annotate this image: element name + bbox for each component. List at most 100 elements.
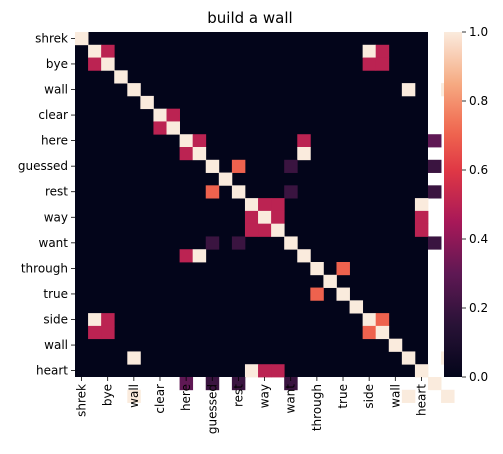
heatmap-cell	[428, 134, 442, 148]
heatmap-cell	[231, 159, 246, 173]
heatmap-cell	[336, 262, 350, 276]
heatmap-cell	[244, 364, 259, 378]
heatmap-cell	[271, 198, 285, 212]
heatmap-cell	[231, 377, 246, 391]
heatmap-cell	[428, 377, 442, 391]
heatmap-cell	[401, 351, 416, 365]
x-tick-label: wall	[388, 384, 402, 408]
heatmap-cell	[414, 364, 429, 378]
heatmap-cell	[375, 57, 390, 71]
heatmap-cell	[75, 32, 89, 46]
heatmap-cell	[258, 198, 272, 212]
y-tick-label: heart	[36, 364, 68, 378]
heatmap-cell	[192, 147, 207, 161]
heatmap-cell	[192, 249, 207, 263]
heatmap-cell	[362, 44, 377, 58]
heatmap-cell	[231, 236, 246, 250]
x-tick-label: here	[179, 384, 193, 411]
x-axis: shrek bye wall clear here guessed rest way want t…	[75, 377, 428, 434]
heatmap-cell	[244, 210, 259, 225]
heatmap-cell	[284, 377, 298, 391]
heatmap-cell	[349, 300, 364, 314]
y-tick-label: here	[41, 134, 68, 148]
heatmap-cell	[205, 159, 220, 173]
colorbar-tick-label: 0.8	[469, 94, 488, 108]
heatmap-cell	[179, 147, 194, 161]
x-tick-label: clear	[153, 384, 167, 414]
y-axis: shrek bye wall clear here guessed rest way want t…	[18, 31, 75, 378]
colorbar-tick-label: 1.0	[469, 25, 488, 39]
y-tick-label: true	[43, 287, 68, 301]
heatmap-cell	[310, 287, 324, 301]
heatmap-cell	[362, 325, 377, 340]
heatmap-cell	[388, 338, 403, 352]
heatmap-cell	[375, 325, 390, 340]
y-tick-label: wall	[44, 338, 68, 352]
heatmap-cell	[101, 313, 115, 327]
y-tick-label: side	[43, 313, 68, 327]
heatmap-cell	[441, 389, 455, 403]
x-tick-label: true	[336, 384, 350, 409]
heatmap-cell	[88, 325, 102, 340]
heatmap-cell	[271, 364, 285, 378]
x-tick-label: bye	[101, 384, 115, 406]
heatmap-cell	[179, 134, 194, 148]
colorbar-tick-label: 0.2	[469, 301, 488, 315]
heatmap-cell	[88, 44, 102, 58]
heatmap-cell	[362, 313, 377, 327]
y-tick-label: guessed	[18, 159, 68, 173]
heatmap-cell	[88, 313, 102, 327]
heatmap-cell	[218, 172, 233, 186]
x-tick-label: way	[258, 384, 272, 408]
heatmap-cell	[323, 274, 337, 288]
heatmap-cell	[428, 236, 442, 250]
heatmap-cell	[244, 223, 259, 237]
x-tick-label: heart	[414, 384, 428, 416]
heatmap-cell	[258, 210, 272, 225]
x-tick-label: wall	[127, 384, 141, 408]
colorbar-tick-label: 0.0	[469, 370, 488, 384]
heatmap-cell	[284, 185, 298, 199]
heatmap-cell	[401, 389, 416, 403]
heatmap-cell	[88, 57, 102, 71]
heatmap-cell	[205, 185, 220, 199]
heatmap-cell	[101, 325, 115, 340]
x-tick-label: shrek	[75, 384, 89, 417]
heatmap-cell	[284, 236, 298, 250]
x-tick-label: side	[362, 384, 376, 409]
x-tick-label: want	[284, 384, 298, 414]
chart-title: build a wall	[207, 9, 292, 27]
heatmap-cell	[271, 210, 285, 225]
heatmap-cell	[414, 198, 429, 212]
heatmap-cell	[244, 198, 259, 212]
heatmap-cell	[231, 185, 246, 199]
heatmap-cell	[101, 57, 115, 71]
heatmap-cell	[127, 389, 141, 403]
heatmap-cell	[428, 185, 442, 199]
heatmap-cell	[140, 95, 154, 110]
heatmap-cell	[153, 121, 167, 135]
x-tick-label: guessed	[205, 384, 219, 434]
heatmap-cell	[401, 83, 416, 97]
y-tick-label: way	[44, 210, 68, 224]
heatmap-cell	[336, 287, 350, 301]
y-tick-label: clear	[38, 108, 68, 122]
heatmap-cell	[362, 57, 377, 71]
heatmap-cell	[166, 121, 180, 135]
heatmap-cell	[205, 377, 220, 391]
y-tick-label: wall	[44, 83, 68, 97]
y-tick-label: want	[39, 236, 69, 250]
heatmap-cell	[153, 108, 167, 122]
y-tick-label: rest	[45, 185, 68, 199]
heatmap-cell	[258, 364, 272, 378]
x-tick-label: through	[310, 384, 324, 431]
heatmap-cell	[166, 108, 180, 122]
y-tick-label: shrek	[35, 31, 68, 45]
heatmap-cell	[414, 223, 429, 237]
colorbar-gradient	[444, 32, 462, 377]
heatmap-cell	[179, 377, 194, 391]
heatmap-cell	[205, 236, 220, 250]
colorbar: 0.0 0.2 0.4 0.6 0.8 1.0	[444, 25, 488, 384]
colorbar-tick-label: 0.6	[469, 163, 488, 177]
heatmap-cell	[258, 223, 272, 237]
